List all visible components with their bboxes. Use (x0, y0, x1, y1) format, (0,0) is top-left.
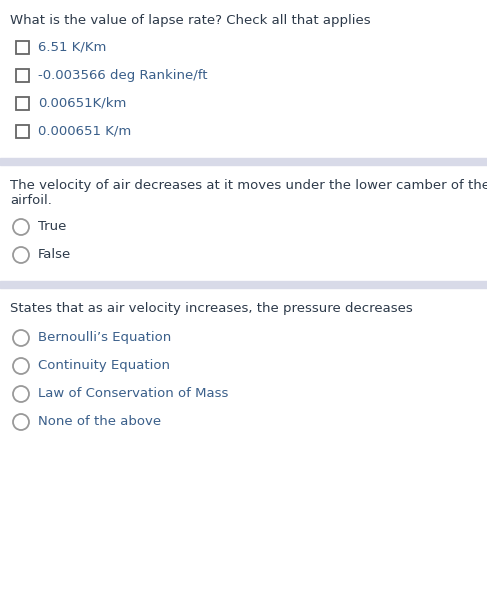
Circle shape (13, 414, 29, 430)
Circle shape (13, 219, 29, 235)
Text: States that as air velocity increases, the pressure decreases: States that as air velocity increases, t… (10, 302, 413, 315)
Bar (16, 68, 29, 81)
Bar (16, 97, 29, 110)
Text: 0.00651K/km: 0.00651K/km (38, 97, 126, 110)
Text: True: True (38, 220, 66, 233)
Text: Law of Conservation of Mass: Law of Conservation of Mass (38, 387, 228, 400)
Circle shape (13, 358, 29, 374)
Text: 0.000651 K/m: 0.000651 K/m (38, 125, 131, 138)
Text: What is the value of lapse rate? Check all that applies: What is the value of lapse rate? Check a… (10, 14, 371, 27)
Bar (0, 281, 487, 288)
Bar (0, 158, 487, 165)
Text: None of the above: None of the above (38, 415, 161, 428)
Text: Continuity Equation: Continuity Equation (38, 359, 170, 372)
Circle shape (13, 330, 29, 346)
Bar (16, 41, 29, 54)
Text: -0.003566 deg Rankine/ft: -0.003566 deg Rankine/ft (38, 69, 207, 82)
Text: Bernoulli’s Equation: Bernoulli’s Equation (38, 331, 171, 344)
Text: False: False (38, 248, 71, 261)
Circle shape (13, 247, 29, 263)
Text: The velocity of air decreases at it moves under the lower camber of the
airfoil.: The velocity of air decreases at it move… (10, 179, 487, 207)
Bar (16, 124, 29, 137)
Circle shape (13, 386, 29, 402)
Text: 6.51 K/Km: 6.51 K/Km (38, 41, 106, 54)
